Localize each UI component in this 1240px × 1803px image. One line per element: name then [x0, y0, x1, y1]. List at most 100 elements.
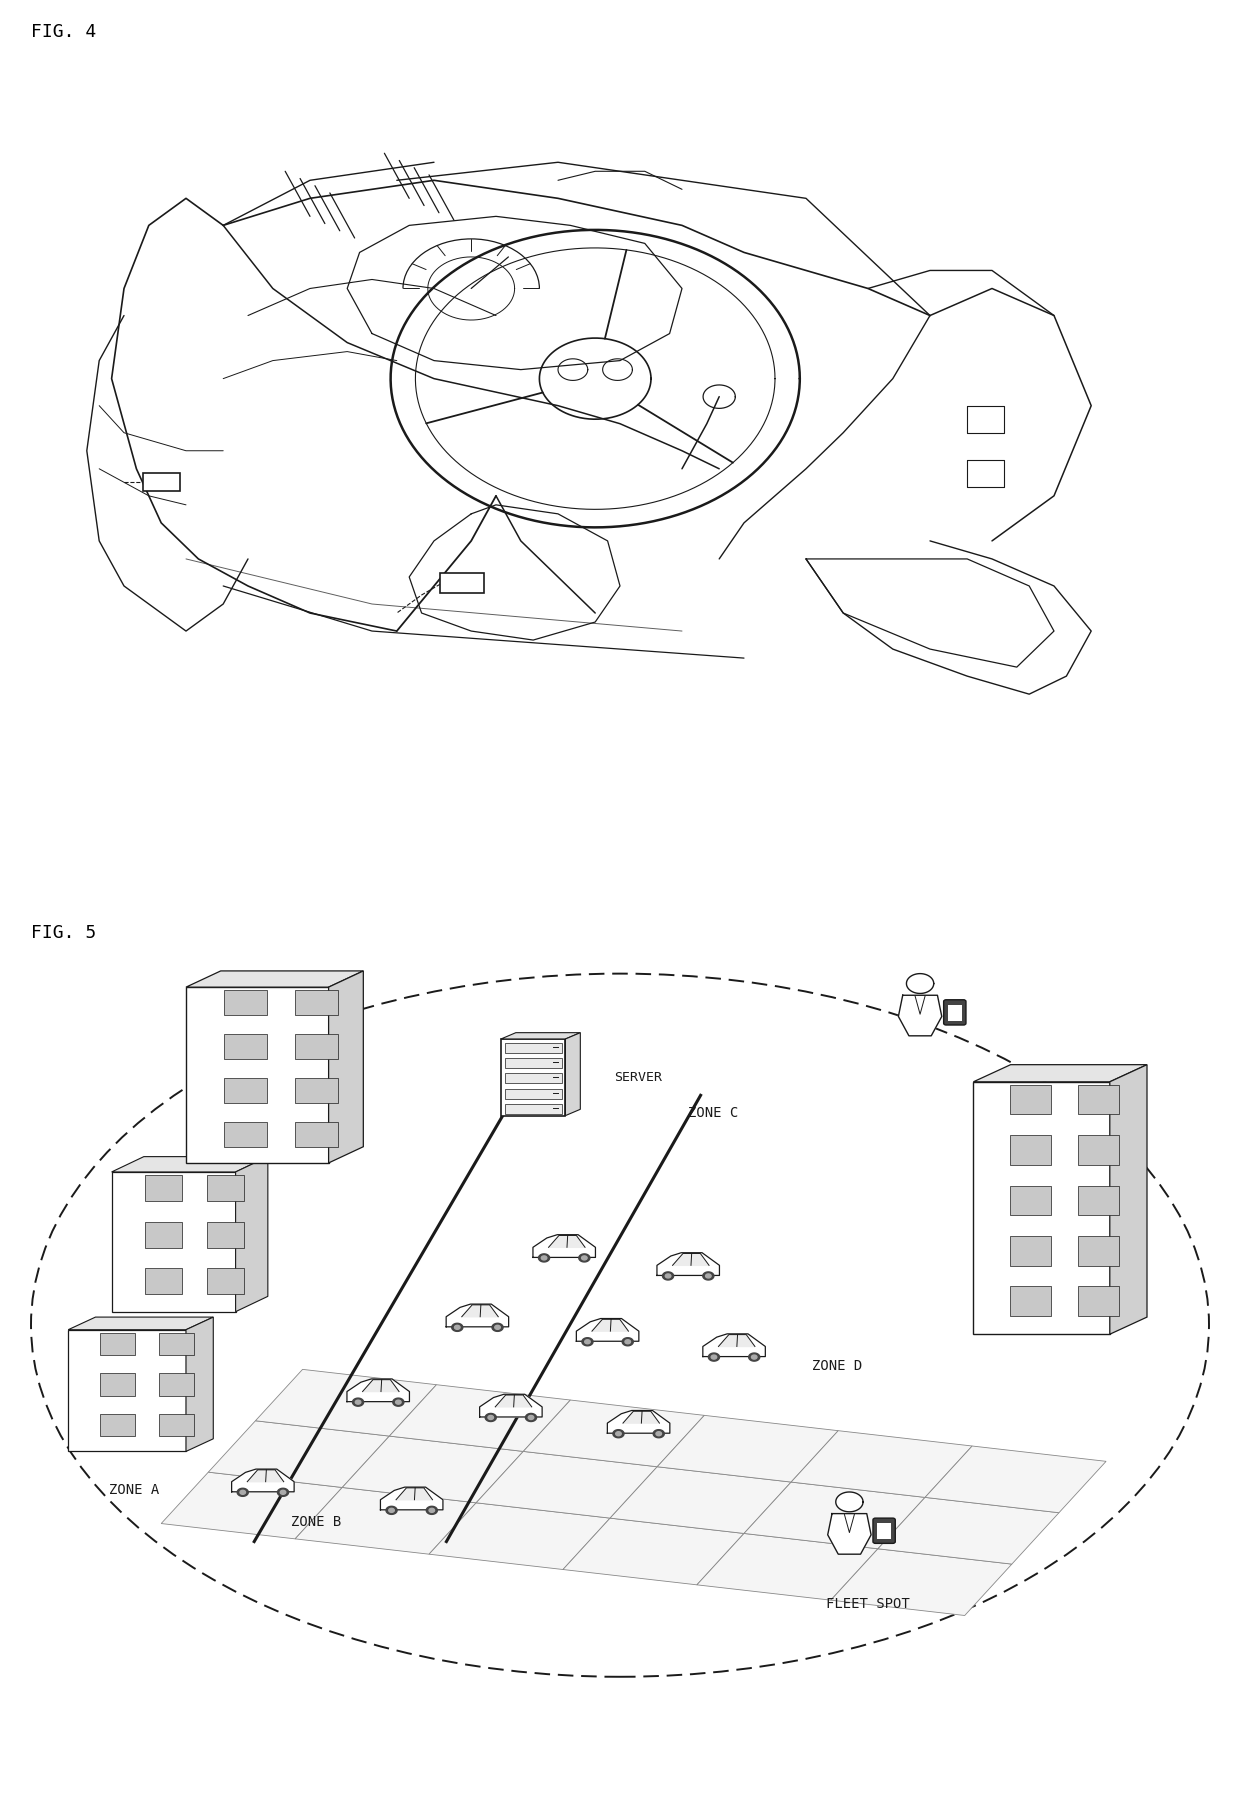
Bar	[1078, 1186, 1118, 1215]
Bar	[947, 1004, 961, 1020]
Bar	[505, 1073, 562, 1084]
Polygon shape	[563, 1518, 744, 1585]
Polygon shape	[476, 1451, 657, 1518]
Polygon shape	[429, 1509, 434, 1513]
Polygon shape	[608, 1410, 670, 1433]
Polygon shape	[237, 1487, 248, 1496]
Polygon shape	[393, 1397, 404, 1406]
Text: ZONE A: ZONE A	[109, 1482, 159, 1496]
Polygon shape	[878, 1496, 1059, 1563]
Polygon shape	[625, 1340, 630, 1343]
Bar	[224, 1078, 267, 1103]
Polygon shape	[186, 970, 363, 988]
Polygon shape	[672, 1253, 709, 1266]
Polygon shape	[295, 1487, 476, 1554]
Polygon shape	[973, 1064, 1147, 1082]
Polygon shape	[247, 1469, 284, 1482]
Polygon shape	[501, 1033, 580, 1039]
Polygon shape	[480, 1394, 542, 1417]
Polygon shape	[577, 1318, 639, 1341]
Polygon shape	[389, 1385, 570, 1451]
Polygon shape	[579, 1253, 590, 1262]
Polygon shape	[828, 1513, 870, 1554]
Bar	[440, 573, 484, 593]
Polygon shape	[585, 1340, 590, 1343]
Polygon shape	[657, 1415, 838, 1482]
Polygon shape	[591, 1320, 629, 1331]
Polygon shape	[613, 1430, 624, 1437]
Polygon shape	[492, 1323, 503, 1331]
Polygon shape	[582, 1257, 587, 1260]
Bar	[1078, 1287, 1118, 1316]
Polygon shape	[1110, 1064, 1147, 1334]
Bar	[145, 1176, 182, 1201]
Polygon shape	[622, 1412, 660, 1423]
Polygon shape	[329, 970, 363, 1163]
Polygon shape	[548, 1235, 585, 1248]
Polygon shape	[280, 1491, 285, 1495]
Polygon shape	[622, 1338, 634, 1345]
Polygon shape	[718, 1334, 755, 1347]
Text: FIG. 4: FIG. 4	[31, 22, 97, 40]
Bar	[207, 1176, 244, 1201]
Polygon shape	[925, 1446, 1106, 1513]
Polygon shape	[112, 1172, 236, 1311]
Polygon shape	[455, 1325, 460, 1329]
Polygon shape	[528, 1415, 533, 1419]
Polygon shape	[427, 1506, 438, 1515]
Polygon shape	[538, 1253, 549, 1262]
Bar	[1078, 1085, 1118, 1114]
Polygon shape	[386, 1506, 397, 1515]
Polygon shape	[396, 1487, 433, 1500]
Bar	[505, 1042, 562, 1053]
Bar	[145, 1269, 182, 1295]
Polygon shape	[657, 1253, 719, 1275]
Polygon shape	[396, 1401, 401, 1405]
Polygon shape	[697, 1533, 878, 1601]
Bar	[207, 1222, 244, 1248]
Polygon shape	[362, 1379, 399, 1392]
Polygon shape	[236, 1158, 268, 1311]
Bar	[295, 1121, 339, 1147]
FancyBboxPatch shape	[873, 1518, 895, 1543]
Polygon shape	[706, 1275, 711, 1278]
Polygon shape	[653, 1430, 665, 1437]
Bar	[99, 1374, 135, 1396]
Polygon shape	[751, 1356, 756, 1359]
Polygon shape	[791, 1432, 972, 1496]
Bar	[1009, 1085, 1050, 1114]
Bar	[99, 1414, 135, 1437]
Polygon shape	[973, 1082, 1110, 1334]
Text: ZONE D: ZONE D	[812, 1359, 863, 1372]
FancyBboxPatch shape	[944, 999, 966, 1024]
Polygon shape	[708, 1352, 719, 1361]
Bar	[295, 990, 339, 1015]
Polygon shape	[381, 1487, 443, 1509]
Polygon shape	[241, 1491, 246, 1495]
Bar	[224, 1121, 267, 1147]
Bar	[159, 1374, 193, 1396]
Polygon shape	[610, 1468, 791, 1533]
Polygon shape	[347, 1379, 409, 1401]
Polygon shape	[666, 1275, 671, 1278]
Polygon shape	[208, 1421, 389, 1487]
Bar	[501, 1039, 565, 1116]
Text: SERVER: SERVER	[614, 1071, 662, 1084]
Text: FIG. 5: FIG. 5	[31, 923, 97, 941]
Bar	[505, 1089, 562, 1098]
Bar	[159, 1332, 193, 1356]
Bar	[878, 1524, 890, 1540]
Bar	[207, 1269, 244, 1295]
Bar	[295, 1033, 339, 1058]
Polygon shape	[712, 1356, 717, 1359]
Polygon shape	[906, 974, 934, 993]
Bar	[1078, 1237, 1118, 1266]
Polygon shape	[451, 1323, 463, 1331]
Polygon shape	[495, 1396, 532, 1406]
Polygon shape	[446, 1304, 508, 1327]
Bar	[143, 472, 180, 490]
Polygon shape	[831, 1549, 1012, 1615]
Polygon shape	[662, 1271, 673, 1280]
Polygon shape	[616, 1432, 621, 1435]
Polygon shape	[232, 1469, 294, 1491]
